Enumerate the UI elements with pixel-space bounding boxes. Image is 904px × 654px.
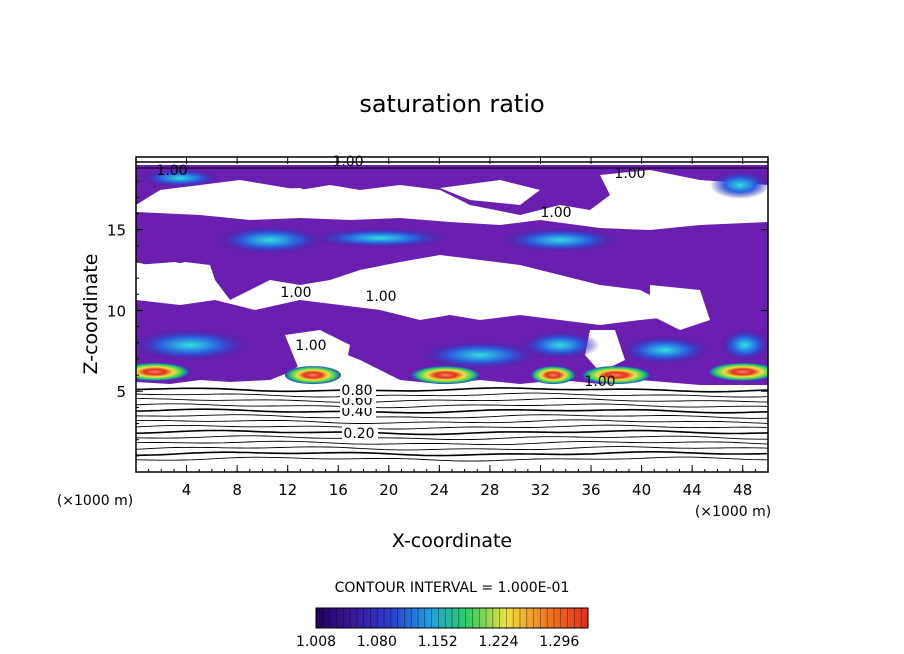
y-axis: 5 10 15 [107, 180, 768, 457]
contour-line [136, 435, 768, 441]
y-tick-label: 5 [116, 383, 126, 401]
contour-line [136, 403, 768, 409]
moist-band [620, 336, 710, 364]
contour-label: 0.20 [343, 426, 374, 442]
clear-gap [600, 170, 700, 205]
clear-gap [250, 188, 330, 215]
supersaturated-core [582, 366, 651, 385]
contour-label-bg [340, 383, 376, 398]
supersaturated-core [708, 362, 768, 381]
x-tick-label: 40 [632, 481, 651, 499]
contour-line [136, 446, 768, 451]
x-axis-label: X-coordinate [392, 530, 512, 552]
moist-band [215, 226, 325, 254]
contour-line [136, 419, 768, 424]
clear-gap [440, 180, 540, 205]
contour-line [136, 392, 768, 398]
contour-line [136, 451, 768, 457]
supersaturated-core [136, 362, 189, 381]
moist-band [310, 228, 450, 248]
contour-label: 1.00 [365, 289, 396, 305]
moist-band [520, 331, 600, 359]
supersaturated-core [531, 366, 576, 385]
y-tick-label: 15 [107, 222, 126, 240]
clear-gap [285, 330, 350, 372]
x-tick-label: 28 [480, 481, 499, 499]
moist-band [136, 329, 250, 361]
saturation-field [136, 165, 768, 462]
x-tick-label: 24 [430, 481, 449, 499]
y-tick-label: 10 [107, 302, 126, 320]
contour-label-bg [342, 426, 378, 441]
contour-label: 0.80 [341, 383, 372, 399]
x-tick-label: 32 [531, 481, 550, 499]
supersaturated-core [284, 366, 341, 385]
colorbar-tick-label: 1.224 [478, 634, 518, 650]
moist-band [500, 228, 620, 252]
colorbar-ticks: 1.008 1.080 1.152 1.224 1.296 [296, 608, 589, 650]
contour-line [136, 429, 768, 436]
moist-band [140, 169, 220, 187]
contour-label: 1.00 [332, 154, 363, 170]
contour-line [136, 408, 768, 414]
x-tick-label: 16 [329, 481, 348, 499]
x-axis: 4 8 12 16 20 24 28 32 36 40 44 48 [148, 157, 756, 499]
contour-label: 1.00 [540, 205, 571, 221]
colorbar-tick-label: 1.080 [357, 634, 397, 650]
clear-gap [470, 268, 540, 310]
contour-interval-text: CONTOUR INTERVAL = 1.000E-01 [335, 580, 570, 596]
moist-band [720, 329, 768, 361]
x-tick-label: 36 [581, 481, 600, 499]
colorbar-tick-label: 1.152 [418, 634, 458, 650]
colorbar-tick-label: 1.008 [296, 634, 336, 650]
moist-band [420, 341, 540, 369]
contour-line [136, 440, 768, 446]
y-axis-label: Z-coordinate [80, 254, 102, 375]
x-tick-label: 44 [683, 481, 702, 499]
clear-gap [650, 285, 710, 330]
contour-line [136, 387, 768, 393]
colorbar-tick-label: 1.296 [539, 634, 579, 650]
contour-label: 1.00 [295, 338, 326, 354]
x-tick-label: 20 [379, 481, 398, 499]
contour-line [136, 414, 768, 419]
contour-label: 1.00 [156, 163, 187, 179]
x-tick-label: 4 [182, 481, 192, 499]
contour-line [136, 424, 768, 430]
contour-label: 1.00 [280, 285, 311, 301]
contour-line [136, 456, 768, 462]
x-tick-label: 12 [278, 481, 297, 499]
chart-title: saturation ratio [359, 90, 544, 118]
contour-label: 1.00 [614, 166, 645, 182]
contour-label: 1.00 [584, 374, 615, 390]
x-unit-left: (×1000 m) [57, 493, 133, 509]
x-tick-label: 8 [232, 481, 242, 499]
moist-band [710, 171, 768, 199]
clear-gap [136, 262, 210, 305]
supersaturated-core [411, 366, 480, 385]
x-tick-label: 48 [733, 481, 752, 499]
x-unit-right: (×1000 m) [695, 504, 771, 520]
contour-line [136, 398, 768, 403]
